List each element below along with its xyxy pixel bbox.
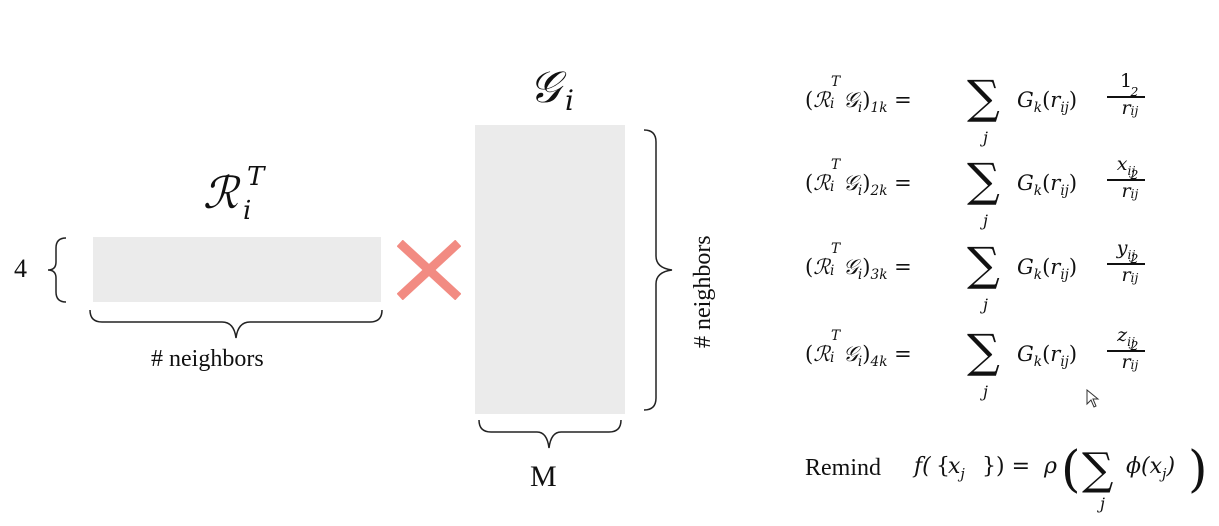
equation-rhs: Gk(rij) <box>1017 255 1078 284</box>
equation-rhs: Gk(rij) <box>1017 88 1078 117</box>
mouse-cursor-icon <box>1086 389 1100 408</box>
sum-symbol: ∑ <box>967 153 1000 207</box>
left-matrix-rows-label: 4 <box>14 254 27 283</box>
equation-fraction: yij r 2 ij <box>1107 239 1145 285</box>
left-rows-brace <box>47 237 67 303</box>
left-matrix-block <box>93 237 381 302</box>
fraction-numerator: zij <box>1117 324 1135 349</box>
fraction-denominator: r 2 ij <box>1121 251 1139 286</box>
sum-symbol: ∑ <box>967 70 1000 124</box>
fraction-numerator: yij <box>1116 237 1136 262</box>
right-width-brace <box>478 419 622 449</box>
equation-fraction: zij r 2 ij <box>1107 326 1145 372</box>
fraction-denominator: r 2 ij <box>1121 338 1139 373</box>
sum-index: j <box>983 295 988 314</box>
fraction-numerator: 1 <box>1119 70 1133 92</box>
multiply-icon <box>397 240 461 300</box>
equation-fraction: xij r 2 ij <box>1107 155 1145 201</box>
fraction-numerator: xij <box>1116 153 1136 178</box>
left-matrix-width-label: # neighbors <box>151 346 264 372</box>
right-matrix-width-label: M <box>530 460 557 493</box>
equation-rhs: Gk(rij) <box>1017 171 1078 200</box>
fraction-denominator: r 2 ij <box>1121 84 1139 119</box>
equation-fraction: 1 r 2 ij <box>1107 72 1145 118</box>
equation-rhs: Gk(rij) <box>1017 342 1078 371</box>
right-matrix-block <box>475 125 625 414</box>
sum-index: j <box>983 128 988 147</box>
left-width-brace <box>89 309 383 339</box>
sum-index: j <box>983 211 988 230</box>
right-height-brace <box>643 129 673 411</box>
sum-symbol: ∑ <box>967 324 1000 378</box>
fraction-denominator: r 2 ij <box>1121 167 1139 202</box>
remind-label: Remind <box>805 455 881 481</box>
equation-index: 3k <box>870 267 888 284</box>
sum-symbol: ∑ <box>967 237 1000 291</box>
equation-index: 4k <box>870 354 888 371</box>
sum-index: j <box>983 382 988 401</box>
right-matrix-height-text: # neighbors <box>690 235 716 348</box>
equation-index: 1k <box>870 100 888 117</box>
right-matrix-height-label: # neighbors <box>690 235 716 348</box>
equation-index: 2k <box>870 183 888 200</box>
